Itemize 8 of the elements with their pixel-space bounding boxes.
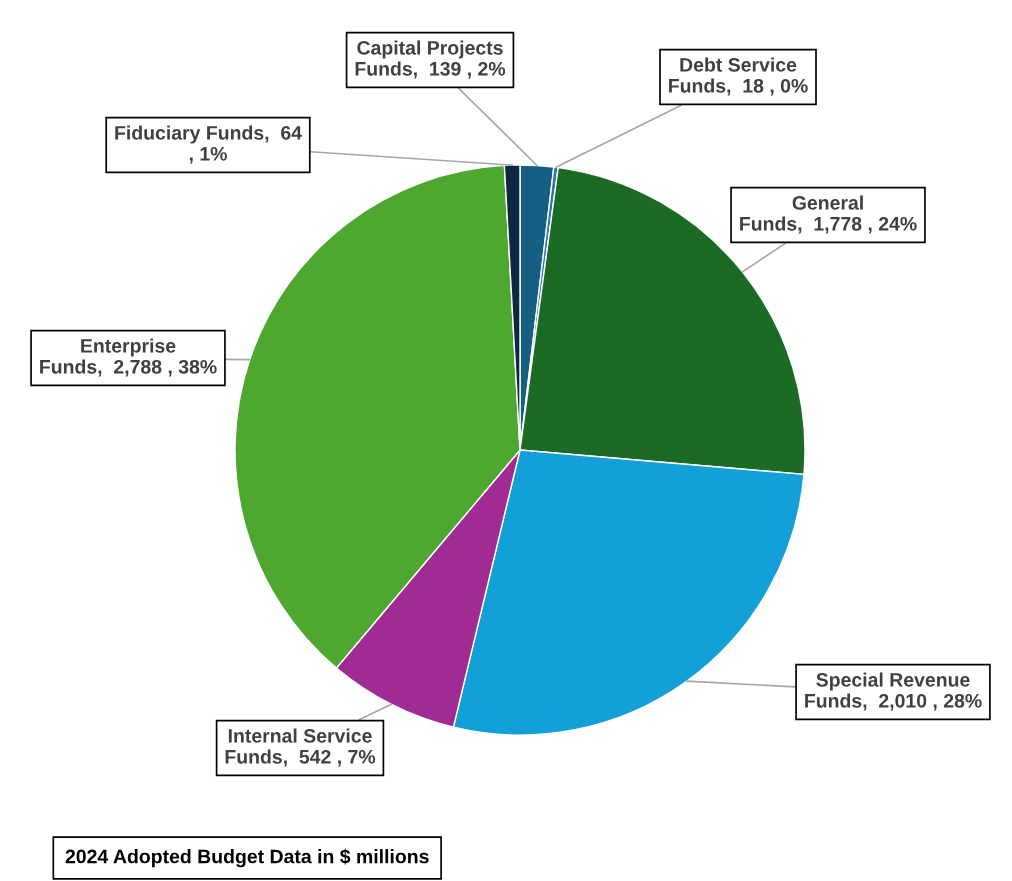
slice-label: Internal Service Funds, 542 , 7% — [225, 728, 376, 767]
slice-label: General Funds, 1,778 , 24% — [740, 195, 917, 234]
slice-label: Capital Projects Funds, 139 , 2% — [355, 40, 506, 79]
slice-label: Special Revenue Funds, 2,010 , 28% — [805, 672, 982, 711]
slice-label: Debt Service Funds, 18 , 0% — [669, 57, 808, 96]
slice-label: Enterprise Funds, 2,788 , 38% — [40, 338, 217, 377]
text: 2024 Adopted Budget Data in $ millions — [65, 848, 429, 868]
slice-label: Fiduciary Funds, 64 , 1% — [115, 125, 302, 164]
